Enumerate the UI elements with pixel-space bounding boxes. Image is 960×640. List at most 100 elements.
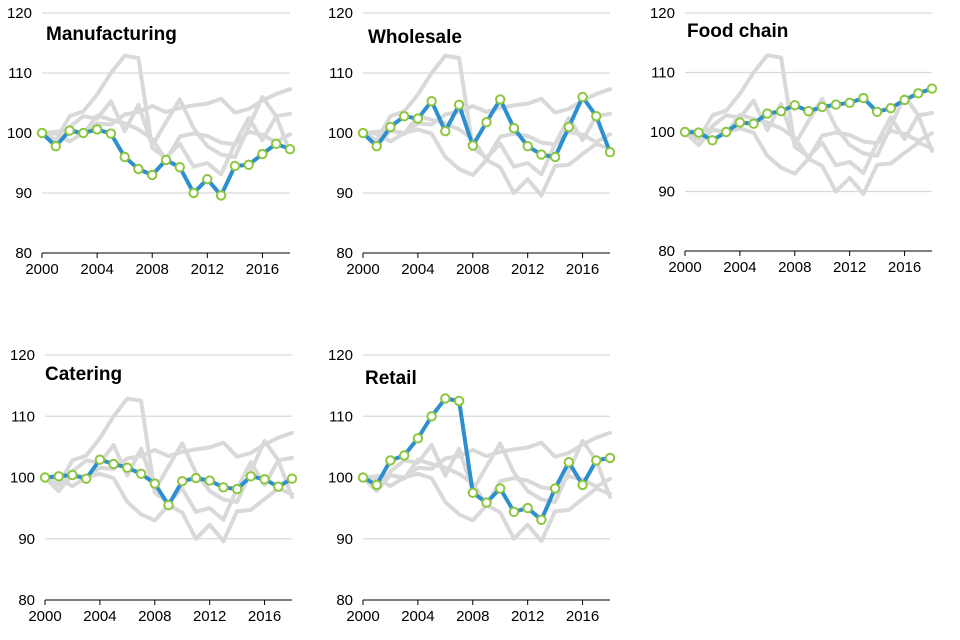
- y-tick-label-manufacturing-100: 100: [7, 125, 32, 142]
- x-tick-label-retail-2000: 2000: [346, 608, 379, 625]
- data-point-food-chain-2012: [844, 97, 855, 109]
- x-tick-label-wholesale-2008: 2008: [456, 261, 489, 278]
- y-tick-label-retail-110: 110: [329, 408, 353, 425]
- data-point-manufacturing-2013: [215, 190, 227, 201]
- data-point-wholesale-2014: [549, 151, 561, 163]
- data-point-catering-2001: [53, 471, 64, 482]
- data-point-wholesale-2003: [399, 111, 410, 122]
- data-point-catering-2011: [190, 472, 202, 484]
- data-point-catering-2015: [245, 471, 257, 482]
- panel-food-chain: 2000 2004 2008 2012 2016 80 90 100 110 120 Food ch…: [650, 5, 938, 276]
- x-tick-label-retail-2012: 2012: [511, 608, 544, 625]
- y-tick-label-food-chain-80: 80: [658, 243, 675, 260]
- data-point-manufacturing-2003: [78, 127, 89, 139]
- data-point-manufacturing-2018: [284, 144, 296, 155]
- data-point-catering-2013: [218, 482, 229, 493]
- background-line-food-chain-manufacturing: [683, 126, 934, 196]
- data-point-retail-2014: [549, 483, 561, 494]
- data-point-manufacturing-2004: [91, 124, 103, 135]
- x-tick-label-catering-2000: 2000: [28, 608, 61, 625]
- data-point-retail-2008: [467, 487, 478, 498]
- data-point-wholesale-2008: [467, 140, 478, 151]
- data-point-wholesale-2018: [604, 147, 616, 158]
- data-point-wholesale-2002: [385, 121, 396, 133]
- data-point-retail-2011: [508, 506, 520, 517]
- data-point-manufacturing-2010: [174, 162, 186, 173]
- data-point-catering-2002: [67, 469, 78, 481]
- data-point-food-chain-2003: [721, 126, 732, 138]
- data-point-manufacturing-2000: [36, 127, 48, 139]
- y-tick-label-manufacturing-120: 120: [7, 5, 32, 22]
- x-tick-label-wholesale-2000: 2000: [346, 261, 379, 278]
- panel-manufacturing: 2000 2004 2008 2012 2016 80 90 100 110 120 Manufac…: [7, 5, 296, 278]
- data-point-food-chain-2018: [926, 83, 938, 94]
- data-point-food-chain-2016: [899, 94, 910, 106]
- data-point-retail-2001: [371, 479, 382, 491]
- y-tick-label-retail-80: 80: [336, 592, 353, 609]
- data-point-food-chain-2005: [748, 118, 759, 129]
- data-point-wholesale-2010: [495, 94, 506, 105]
- data-point-wholesale-2016: [577, 91, 588, 103]
- data-point-manufacturing-2001: [50, 141, 61, 152]
- data-point-manufacturing-2011: [188, 187, 199, 199]
- data-point-retail-2006: [440, 393, 451, 404]
- y-tick-label-wholesale-80: 80: [336, 245, 353, 262]
- data-point-retail-2007: [453, 395, 465, 407]
- data-point-retail-2005: [426, 411, 437, 422]
- data-point-catering-2016: [259, 474, 270, 485]
- panel-catering: 2000 2004 2008 2012 2016 80 90 100 110 120 Caterin…: [10, 347, 298, 625]
- x-tick-label-wholesale-2012: 2012: [511, 261, 544, 278]
- data-point-wholesale-2006: [440, 126, 451, 137]
- x-tick-label-retail-2004: 2004: [401, 608, 434, 625]
- data-point-retail-2013: [536, 514, 547, 525]
- data-point-manufacturing-2012: [202, 174, 213, 185]
- data-point-food-chain-2015: [885, 103, 896, 114]
- background-line-manufacturing-wholesale: [40, 95, 292, 159]
- data-point-catering-2008: [149, 478, 161, 489]
- panel-title-wholesale: Wholesale: [368, 27, 462, 48]
- background-line-food-chain-wholesale: [683, 94, 934, 158]
- data-point-wholesale-2009: [481, 117, 492, 128]
- data-point-food-chain-2001: [693, 127, 704, 138]
- data-point-catering-2003: [81, 473, 92, 484]
- data-point-wholesale-2000: [357, 127, 369, 139]
- y-tick-label-manufacturing-90: 90: [15, 185, 32, 202]
- data-point-food-chain-2010: [817, 101, 828, 113]
- data-point-wholesale-2004: [412, 113, 424, 124]
- x-tick-label-catering-2004: 2004: [83, 608, 116, 625]
- data-point-food-chain-2000: [679, 126, 691, 138]
- data-point-wholesale-2015: [563, 121, 574, 133]
- panel-retail: 2000 2004 2008 2012 2016 80 90 100 110 120 Retail: [328, 347, 616, 625]
- data-point-catering-2005: [108, 458, 119, 470]
- data-point-manufacturing-2005: [105, 128, 117, 139]
- y-tick-label-food-chain-120: 120: [650, 5, 675, 22]
- y-tick-label-retail-100: 100: [328, 470, 353, 487]
- data-point-wholesale-2012: [522, 141, 533, 152]
- data-point-retail-2010: [495, 483, 506, 494]
- y-tick-label-catering-120: 120: [10, 347, 35, 364]
- data-point-food-chain-2006: [762, 108, 773, 119]
- data-point-food-chain-2009: [803, 106, 814, 117]
- data-point-manufacturing-2008: [147, 169, 158, 181]
- y-tick-label-wholesale-100: 100: [328, 125, 353, 142]
- data-point-food-chain-2007: [775, 106, 787, 117]
- data-point-food-chain-2008: [789, 100, 800, 111]
- x-tick-label-food-chain-2016: 2016: [888, 259, 921, 276]
- data-point-wholesale-2005: [426, 96, 437, 107]
- data-point-retail-2003: [399, 450, 410, 461]
- y-tick-label-wholesale-90: 90: [336, 185, 353, 202]
- data-point-food-chain-2004: [734, 117, 746, 128]
- x-tick-label-manufacturing-2012: 2012: [191, 261, 224, 278]
- data-point-catering-2007: [135, 468, 147, 479]
- data-point-manufacturing-2016: [257, 148, 268, 160]
- panel-title-catering: Catering: [45, 364, 122, 385]
- x-tick-label-manufacturing-2004: 2004: [80, 261, 113, 278]
- y-tick-label-catering-80: 80: [18, 592, 35, 609]
- data-point-food-chain-2002: [707, 135, 718, 146]
- data-point-retail-2017: [591, 455, 602, 466]
- y-tick-label-retail-90: 90: [336, 531, 353, 548]
- data-point-manufacturing-2009: [160, 154, 172, 166]
- x-tick-label-retail-2008: 2008: [456, 608, 489, 625]
- data-point-food-chain-2011: [830, 99, 842, 110]
- data-point-food-chain-2014: [871, 106, 883, 118]
